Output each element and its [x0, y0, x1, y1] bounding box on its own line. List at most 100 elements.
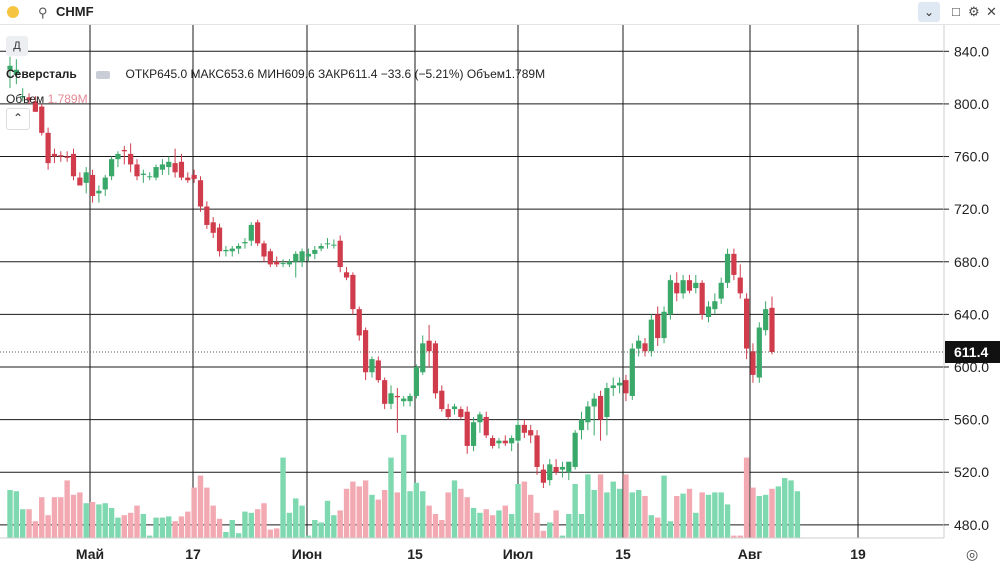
candle-body [229, 248, 235, 252]
candle-body [483, 416, 489, 436]
volume-bar [483, 509, 489, 538]
volume-bar [70, 494, 77, 538]
candle-body [343, 272, 350, 278]
volume-bar [553, 510, 559, 538]
y-tick-label: 520.0 [954, 464, 989, 480]
candle-body [242, 242, 248, 244]
ohlc-values: ОТКР645.0 МАКС653.6 МИН609.6 ЗАКР611.4 −… [125, 67, 546, 81]
search-icon[interactable]: ⚲ [38, 5, 48, 20]
volume-bar [77, 492, 83, 538]
collapse-legend-button[interactable]: ⌃ [6, 108, 30, 130]
candle-body [553, 466, 559, 473]
candle-body [756, 327, 762, 378]
x-tick-label: 15 [407, 546, 423, 562]
candle-body [305, 253, 312, 257]
candle-body [655, 314, 661, 339]
volume-bar [794, 491, 801, 538]
candle-body [680, 280, 686, 294]
chevron-down-icon[interactable]: ⌄ [918, 2, 940, 22]
volume-bar [661, 475, 667, 538]
candle-body [337, 240, 343, 268]
volume-bar [267, 529, 274, 538]
volume-bar [153, 517, 159, 538]
candle-body [58, 155, 64, 157]
volume-bar [331, 515, 337, 538]
candle-body [686, 280, 693, 291]
candle-body [661, 311, 667, 339]
volume-bar [528, 494, 534, 538]
volume-bar [216, 518, 223, 538]
candle-body [159, 164, 165, 170]
volume-bar [686, 488, 693, 538]
candle-body [121, 149, 127, 152]
candle-body [166, 161, 172, 168]
candle-body [363, 330, 369, 373]
volume-bar [489, 515, 496, 538]
candle-body [134, 164, 140, 177]
volume-bar [693, 512, 699, 538]
volume-bar [134, 505, 140, 538]
candle-body [293, 253, 299, 262]
volume-bar [83, 503, 89, 538]
candle-body [667, 280, 673, 315]
hide-series-icon[interactable] [96, 70, 111, 79]
candle-body [699, 282, 705, 315]
candle-body [210, 222, 216, 233]
candle-body [540, 469, 546, 483]
close-icon[interactable]: ✕ [986, 4, 997, 19]
volume-bar [242, 511, 248, 538]
x-tick-label: Июл [503, 546, 534, 562]
candle-body [70, 153, 77, 177]
volume-bar [762, 494, 769, 538]
volume-bar [782, 478, 788, 538]
resolution-button[interactable]: Д [6, 36, 28, 56]
candle-body [394, 395, 400, 398]
volume-bar [115, 517, 121, 538]
candle-body [388, 393, 394, 404]
volume-bar [51, 497, 58, 538]
volume-bar [458, 488, 464, 538]
candle-body [26, 97, 32, 100]
volume-bar [667, 521, 674, 538]
symbol-search-field[interactable]: CHMF [56, 4, 94, 19]
candle-body [185, 177, 191, 181]
chart-settings-icon[interactable]: ◎ [966, 546, 979, 562]
volume-bar [642, 496, 648, 538]
candle-body [413, 367, 419, 396]
candle-body [96, 190, 102, 194]
series-legend: Северсталь ОТКР645.0 МАКС653.6 МИН609.6 … [6, 67, 545, 81]
volume-bar [127, 512, 134, 538]
volume-bar [45, 515, 51, 538]
volume-bar [362, 480, 369, 538]
volume-bar [248, 512, 254, 538]
candle-body [255, 222, 261, 244]
volume-bar [451, 480, 458, 538]
candle-body [515, 424, 521, 441]
volume-bar [445, 492, 451, 538]
y-tick-label: 800.0 [954, 96, 989, 112]
maximize-icon[interactable]: □ [952, 4, 960, 19]
volume-legend: Объем 1.789M [6, 92, 88, 106]
candle-body [420, 343, 426, 373]
candle-body [7, 65, 13, 70]
candle-body [572, 432, 578, 467]
volume-bar [413, 482, 420, 538]
volume-bar [20, 509, 26, 538]
volume-bar [96, 504, 102, 538]
volume-bar [369, 494, 375, 538]
volume-bar [407, 491, 413, 538]
candle-body [375, 360, 381, 381]
settings-icon[interactable]: ⚙ [968, 4, 980, 19]
y-tick-label: 760.0 [954, 149, 989, 165]
volume-bar [299, 505, 305, 538]
volume-bar [191, 487, 197, 538]
candle-body [629, 348, 635, 396]
candle-body [559, 466, 566, 470]
volume-bar [604, 492, 610, 538]
volume-bar [769, 488, 775, 538]
candle-body [426, 340, 432, 352]
candle-body [591, 398, 597, 407]
candle-body [89, 174, 96, 196]
volume-bar [280, 457, 286, 538]
